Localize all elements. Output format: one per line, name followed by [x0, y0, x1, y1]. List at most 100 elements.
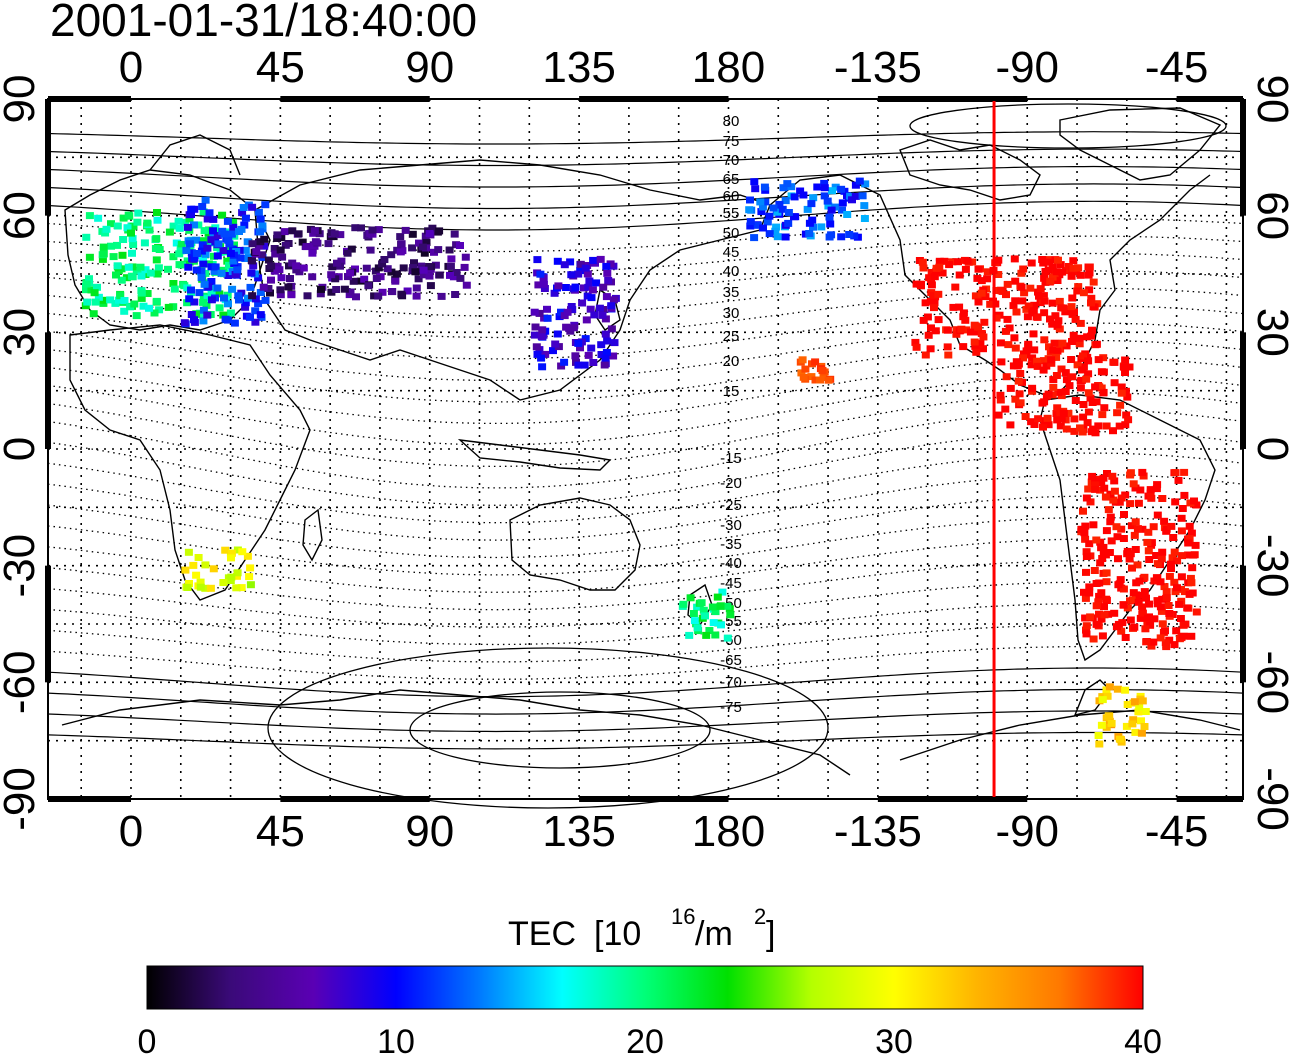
tec-point	[931, 327, 940, 335]
contour-line	[47, 667, 1244, 698]
north-pole-contour	[909, 103, 1227, 149]
tec-point	[1040, 297, 1049, 305]
tec-point	[98, 255, 107, 263]
tec-point	[557, 362, 566, 370]
tec-point	[1094, 598, 1103, 606]
tec-point	[773, 233, 782, 241]
tec-point	[926, 297, 935, 305]
right-lat-label: -30	[1248, 534, 1292, 598]
tec-point	[1161, 627, 1169, 635]
tec-point	[1049, 376, 1058, 384]
tec-point	[462, 281, 471, 289]
tec-point	[1144, 528, 1153, 536]
tec-point	[1062, 425, 1071, 433]
tec-point	[267, 262, 276, 270]
tec-point	[239, 204, 248, 211]
tec-point	[139, 302, 148, 310]
tec-point	[1041, 268, 1050, 275]
tec-point	[1015, 390, 1024, 398]
tec-point	[1142, 594, 1150, 602]
tec-point	[609, 352, 618, 360]
tec-point	[233, 569, 242, 577]
tec-point	[1122, 411, 1131, 419]
tec-point	[1082, 375, 1091, 383]
tec-point	[1076, 424, 1084, 432]
tec-point	[1048, 320, 1057, 328]
tec-point	[294, 230, 303, 238]
tec-point	[1102, 595, 1111, 603]
tec-point	[418, 243, 427, 251]
bottom-lon-label: 45	[256, 807, 305, 856]
tec-point	[578, 299, 587, 307]
tec-point	[824, 202, 833, 210]
tec-point	[1040, 336, 1049, 344]
tec-point	[801, 365, 810, 373]
tec-point	[327, 271, 336, 279]
tec-point	[220, 294, 228, 302]
tec-point	[91, 298, 100, 306]
bottom-longitude-labels: 0 45 90 135 180 -135 -90 -45	[119, 807, 1209, 856]
tec-point	[592, 279, 601, 287]
tec-point	[246, 313, 254, 321]
contour-label: 15	[723, 383, 740, 400]
tec-point	[918, 258, 927, 266]
tec-point	[1164, 602, 1173, 609]
tec-point	[143, 219, 152, 227]
tec-point	[540, 285, 549, 292]
tec-point	[769, 204, 778, 212]
tec-point	[383, 265, 392, 273]
tec-point	[292, 266, 301, 274]
tec-point	[943, 326, 952, 334]
tec-point	[1131, 728, 1140, 736]
tec-point	[959, 343, 968, 351]
tec-point	[254, 208, 263, 216]
tec-point	[169, 253, 178, 261]
tec-point	[1173, 557, 1182, 565]
tec-point	[199, 256, 208, 264]
tec-point	[927, 281, 936, 289]
tec-point	[992, 314, 1001, 322]
tec-point	[185, 240, 194, 248]
tec-point	[1131, 518, 1140, 526]
contour-label: -40	[720, 555, 742, 572]
tec-point	[1156, 634, 1165, 642]
tec-point	[1137, 717, 1145, 725]
right-lat-label: 0	[1248, 437, 1292, 461]
tec-point	[1083, 419, 1092, 427]
tec-point	[1092, 620, 1101, 628]
tec-point	[1116, 576, 1125, 584]
tec-point	[1020, 289, 1029, 297]
tec-point	[1053, 277, 1062, 284]
tec-point	[1027, 418, 1036, 426]
tec-point	[930, 273, 939, 281]
tec-point	[538, 326, 547, 334]
tec-point	[199, 260, 208, 268]
tec-point	[229, 257, 238, 265]
tec-point	[539, 274, 548, 282]
tec-point	[1180, 491, 1189, 499]
tec-point	[1046, 277, 1055, 285]
tec-point	[181, 566, 190, 574]
tec-point	[929, 291, 938, 299]
tec-point	[1113, 533, 1122, 541]
tec-point	[701, 612, 709, 620]
tec-point	[1089, 635, 1098, 643]
tec-point	[1088, 326, 1096, 334]
tec-point	[1057, 415, 1066, 423]
tec-point	[445, 246, 454, 254]
tec-point	[977, 289, 986, 297]
tec-point	[232, 584, 241, 592]
tec-point	[1026, 284, 1035, 292]
tec-point	[705, 627, 714, 634]
tec-point	[228, 285, 237, 293]
tec-point	[209, 227, 217, 235]
tec-point	[1144, 547, 1153, 555]
contour-line	[47, 148, 1244, 167]
tec-point	[1138, 603, 1147, 611]
tec-point	[1039, 423, 1047, 431]
tec-point	[277, 274, 286, 282]
tec-point	[1171, 498, 1180, 506]
tec-point	[1038, 399, 1047, 407]
tec-point	[451, 291, 460, 298]
tec-point	[983, 275, 992, 283]
